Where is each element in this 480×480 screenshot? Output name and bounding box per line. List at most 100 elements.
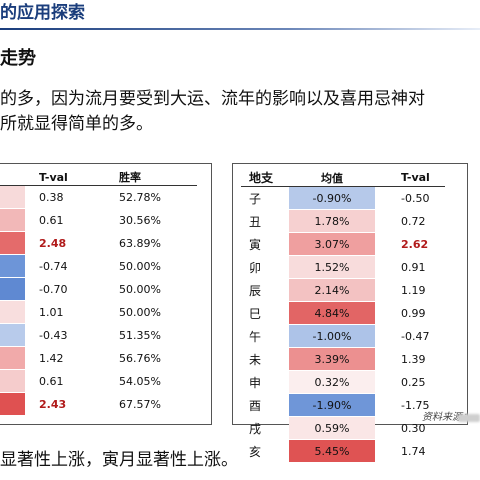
left-row-tval: 1.01 xyxy=(39,305,64,319)
left-row-win-rate: 67.57% xyxy=(119,397,161,411)
right-row-tval: 2.62 xyxy=(401,237,429,251)
right-row-mean: 2.14% xyxy=(289,278,375,302)
right-table-row: 卯 1.52% 0.91 xyxy=(241,255,445,279)
left-table-row: 2.48 63.89% xyxy=(0,231,197,255)
right-row-mean: 3.39% xyxy=(289,347,375,371)
right-row-branch: 酉 xyxy=(249,398,262,413)
left-row-tval: 0.38 xyxy=(39,190,64,204)
right-row-branch: 亥 xyxy=(249,444,262,459)
right-row-tval: 0.91 xyxy=(401,260,426,274)
left-row-heat-swatch xyxy=(0,231,25,255)
left-row-tval: -0.43 xyxy=(39,328,68,342)
left-header-win-rate: 胜率 xyxy=(119,171,141,184)
left-table-row: 2.43 67.57% xyxy=(0,392,197,416)
right-table-header: 地支 均值 T-val xyxy=(241,169,445,187)
right-table-row: 寅 3.07% 2.62 xyxy=(241,232,445,256)
left-row-win-rate: 52.78% xyxy=(119,190,161,204)
right-row-tval: 0.30 xyxy=(401,421,426,435)
right-row-tval: 1.39 xyxy=(401,352,426,366)
right-row-branch: 戌 xyxy=(249,421,262,436)
right-table-row: 未 3.39% 1.39 xyxy=(241,347,445,371)
left-row-win-rate: 56.76% xyxy=(119,351,161,365)
right-row-tval: -1.75 xyxy=(401,398,430,412)
right-row-mean: 3.07% xyxy=(289,232,375,256)
right-row-tval: 0.99 xyxy=(401,306,426,320)
right-header-tval: T-val xyxy=(401,171,430,184)
right-row-tval: 0.25 xyxy=(401,375,426,389)
right-row-mean: 0.32% xyxy=(289,370,375,394)
right-row-branch: 午 xyxy=(249,329,262,344)
right-table-row: 戌 0.59% 0.30 xyxy=(241,416,445,440)
left-row-tval: 2.43 xyxy=(39,397,67,411)
right-row-branch: 卯 xyxy=(249,260,262,275)
left-header-tval: T-val xyxy=(39,170,68,184)
left-table-row: -0.74 50.00% xyxy=(0,254,197,278)
paragraph-line-2: 所就显得简单的多。 xyxy=(0,114,153,134)
source-note: 资料来源： xyxy=(422,412,472,423)
right-row-tval: 1.19 xyxy=(401,283,426,297)
right-row-branch: 寅 xyxy=(249,237,262,252)
right-table-row: 亥 5.45% 1.74 xyxy=(241,439,445,463)
left-table-panel: T-val 胜率 0.38 52.78% 0.61 30.56% 2.48 63.89% -… xyxy=(0,163,212,425)
right-row-tval: 0.72 xyxy=(401,214,426,228)
left-row-heat-swatch xyxy=(0,185,25,209)
left-table-row: -0.70 50.00% xyxy=(0,277,197,301)
left-row-heat-swatch xyxy=(0,346,25,370)
left-table-row: 0.61 54.05% xyxy=(0,369,197,393)
left-row-win-rate: 50.00% xyxy=(119,305,161,319)
right-table-row: 子 -0.90% -0.50 xyxy=(241,186,445,210)
left-row-win-rate: 54.05% xyxy=(119,374,161,388)
paragraph-line-1: 的多，因为流月要受到大运、流年的影响以及喜用忌神对 xyxy=(0,89,425,109)
right-row-mean: -0.90% xyxy=(289,186,375,210)
left-row-tval: -0.70 xyxy=(39,282,68,296)
section-title: 走势 xyxy=(0,48,36,69)
right-table-row: 巳 4.84% 0.99 xyxy=(241,301,445,325)
right-row-mean: 4.84% xyxy=(289,301,375,325)
right-row-mean: 5.45% xyxy=(289,439,375,463)
left-row-tval: 1.42 xyxy=(39,351,64,365)
source-blurred-text xyxy=(458,414,480,422)
right-table-panel: 地支 均值 T-val 子 -0.90% -0.50 丑 1.78% 0.72 寅 3.07%… xyxy=(232,163,468,463)
right-row-branch: 未 xyxy=(249,352,262,367)
footer-text: 显著性上涨，寅月显著性上涨。 xyxy=(0,450,238,470)
left-row-win-rate: 50.00% xyxy=(119,259,161,273)
right-row-tval: -0.50 xyxy=(401,191,430,205)
left-row-win-rate: 51.35% xyxy=(119,328,161,342)
left-table-header: T-val 胜率 xyxy=(0,169,197,186)
header-title: 的应用探索 xyxy=(0,3,85,23)
left-row-heat-swatch xyxy=(0,369,25,393)
right-row-branch: 巳 xyxy=(249,306,262,321)
right-table-row: 酉 -1.90% -1.75 xyxy=(241,393,445,417)
left-table-row: 0.61 30.56% xyxy=(0,208,197,232)
header-divider xyxy=(0,28,480,30)
right-row-tval: 1.74 xyxy=(401,444,426,458)
right-row-branch: 申 xyxy=(249,375,262,390)
left-row-heat-swatch xyxy=(0,323,25,347)
left-stats-table: T-val 胜率 0.38 52.78% 0.61 30.56% 2.48 63.89% -… xyxy=(0,169,197,416)
left-row-win-rate: 50.00% xyxy=(119,282,161,296)
left-row-heat-swatch xyxy=(0,208,25,232)
right-row-tval: -0.47 xyxy=(401,329,430,343)
right-row-mean: -1.00% xyxy=(289,324,375,348)
left-table-row: 1.42 56.76% xyxy=(0,346,197,370)
right-header-mean: 均值 xyxy=(321,171,343,185)
right-table-row: 申 0.32% 0.25 xyxy=(241,370,445,394)
left-row-heat-swatch xyxy=(0,392,25,416)
right-row-branch: 丑 xyxy=(249,214,262,229)
left-table-row: 0.38 52.78% xyxy=(0,185,197,209)
left-row-tval: -0.74 xyxy=(39,259,68,273)
left-row-heat-swatch xyxy=(0,300,25,324)
left-row-tval: 0.61 xyxy=(39,213,64,227)
right-row-branch: 子 xyxy=(249,191,262,206)
left-row-tval: 2.48 xyxy=(39,236,67,250)
right-stats-table: 地支 均值 T-val 子 -0.90% -0.50 丑 1.78% 0.72 寅 3.07%… xyxy=(241,169,445,463)
right-row-branch: 辰 xyxy=(249,283,262,298)
left-row-win-rate: 30.56% xyxy=(119,213,161,227)
right-row-mean: 0.59% xyxy=(289,416,375,440)
right-row-mean: -1.90% xyxy=(289,393,375,417)
left-row-heat-swatch xyxy=(0,277,25,301)
left-row-tval: 0.61 xyxy=(39,374,64,388)
right-row-mean: 1.78% xyxy=(289,209,375,233)
right-row-mean: 1.52% xyxy=(289,255,375,279)
right-table-row: 辰 2.14% 1.19 xyxy=(241,278,445,302)
